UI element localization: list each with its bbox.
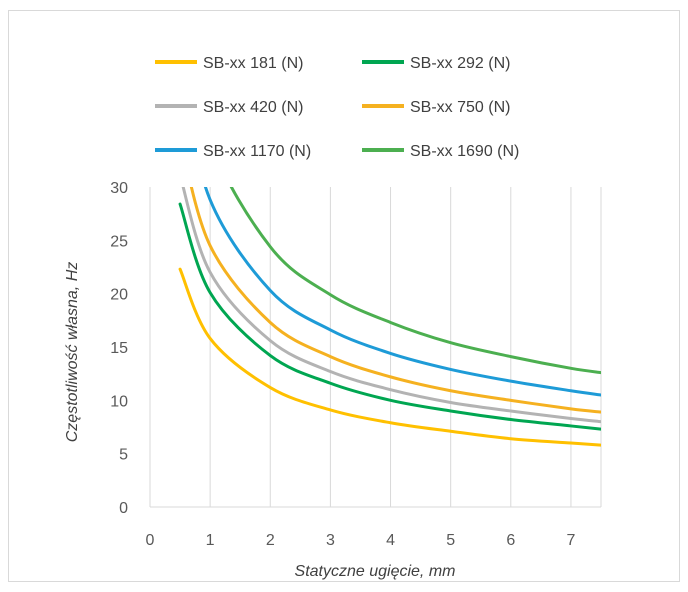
y-tick-label: 20: [110, 287, 128, 304]
y-tick-label: 5: [119, 447, 128, 464]
x-axis-label: Statyczne ugięcie, mm: [295, 563, 456, 580]
legend-label: SB-xx 750 (N): [410, 99, 510, 116]
x-tick-label: 5: [446, 532, 455, 549]
legend-label: SB-xx 1170 (N): [203, 143, 311, 160]
series-line: [203, 187, 601, 397]
legend-label: SB-xx 181 (N): [203, 55, 303, 72]
series-line: [178, 267, 601, 447]
series-line: [181, 187, 601, 424]
x-tick-label: 1: [206, 532, 215, 549]
y-tick-label: 30: [110, 180, 128, 197]
x-tick-label: 2: [266, 532, 275, 549]
legend-item: SB-xx 1690 (N): [362, 143, 519, 160]
plot-area: [178, 187, 601, 447]
x-tick-label: 7: [566, 532, 575, 549]
legend-item: SB-xx 420 (N): [155, 99, 303, 116]
y-tick-label: 0: [119, 500, 128, 517]
axes: 0 1 2 3 4 5 6 7 0 5 10 15 20 25 30: [110, 180, 601, 549]
y-tick-label: 25: [110, 233, 128, 250]
x-tick-label: 4: [386, 532, 395, 549]
y-axis-label: Częstotliwość własna, Hz: [64, 262, 81, 443]
legend-item: SB-xx 292 (N): [362, 55, 510, 72]
gridlines: [209, 187, 602, 507]
x-tick-label: 0: [146, 532, 155, 549]
legend: SB-xx 181 (N) SB-xx 292 (N) SB-xx 420 (N) S…: [155, 55, 519, 160]
legend-item: SB-xx 1170 (N): [155, 143, 311, 160]
series-line: [229, 187, 601, 375]
legend-label: SB-xx 420 (N): [203, 99, 303, 116]
x-tick-label: 6: [506, 532, 515, 549]
chart-frame: [8, 10, 680, 582]
y-tick-label: 10: [110, 393, 128, 410]
x-tick-label: 3: [326, 532, 335, 549]
legend-label: SB-xx 1690 (N): [410, 143, 519, 160]
axis-labels: Statyczne ugięcie, mm Częstotliwość włas…: [64, 262, 455, 580]
series-line: [189, 187, 601, 414]
series-line: [178, 202, 601, 431]
legend-item: SB-xx 750 (N): [362, 99, 510, 116]
y-tick-label: 15: [110, 340, 128, 357]
legend-label: SB-xx 292 (N): [410, 55, 510, 72]
legend-item: SB-xx 181 (N): [155, 55, 303, 72]
